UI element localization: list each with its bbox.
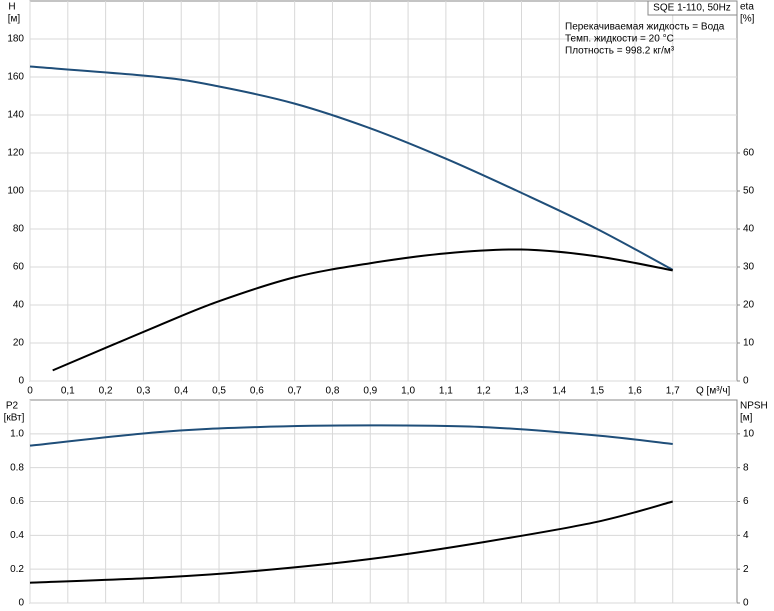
y2-tick-label: 6 [743, 496, 749, 507]
y-tick-label: 0 [18, 598, 24, 609]
x-tick-label: 0,8 [326, 386, 340, 397]
y-tick-label: 0.6 [10, 496, 24, 507]
y-tick-label: 0.4 [10, 530, 24, 541]
curve [29, 500, 673, 584]
y2-tick-label: 0 [743, 376, 749, 387]
x-tick-label: 1,3 [515, 386, 529, 397]
y2-tick-label: 50 [743, 186, 755, 197]
y2-tick-label: 60 [743, 148, 755, 159]
y2-tick-label: 30 [743, 262, 755, 273]
annotation: Плотность = 998.2 кг/м³ [565, 46, 675, 57]
y-tick-label: 140 [7, 110, 24, 121]
y-tick-label: 20 [13, 338, 25, 349]
x-axis-label: Q [м³/ч] [696, 386, 731, 397]
x-tick-label: 1,5 [590, 386, 604, 397]
y-axis-label: P2 [6, 401, 19, 412]
y2-axis-label: eta [740, 2, 754, 13]
title-box [647, 0, 738, 16]
curve [52, 248, 673, 372]
curve [29, 424, 673, 447]
x-tick-label: 1,4 [552, 386, 566, 397]
y-tick-label: 0.8 [10, 462, 24, 473]
y-tick-label: 0 [18, 376, 24, 387]
x-tick-label: 0,4 [174, 386, 188, 397]
x-tick-label: 0,2 [99, 386, 113, 397]
y-tick-label: 100 [7, 186, 24, 197]
y2-tick-label: 10 [743, 338, 755, 349]
y2-tick-label: 8 [743, 462, 749, 473]
x-tick-label: 1,2 [477, 386, 491, 397]
y2-tick-label: 0 [743, 598, 749, 609]
x-tick-label: 1,1 [439, 386, 453, 397]
y-tick-label: 120 [7, 148, 24, 159]
x-tick-label: 0,1 [61, 386, 75, 397]
y2-tick-label: 20 [743, 300, 755, 311]
y-axis-unit: [м] [8, 14, 21, 25]
y-tick-label: 40 [13, 300, 25, 311]
y2-tick-label: 10 [743, 428, 755, 439]
y2-axis-label: NPSH [740, 401, 768, 412]
y2-tick-label: 4 [743, 530, 749, 541]
y2-tick-label: 40 [743, 224, 755, 235]
y-axis-unit: [кВт] [4, 413, 25, 424]
y-tick-label: 60 [13, 262, 25, 273]
y-tick-label: 0.2 [10, 564, 24, 575]
y-axis-label: H [8, 2, 15, 13]
y-tick-label: 180 [7, 34, 24, 45]
y-tick-label: 80 [13, 224, 25, 235]
x-tick-label: 0,5 [212, 386, 226, 397]
y2-axis-unit: [%] [740, 14, 755, 25]
annotation: Темп. жидкости = 20 °C [565, 34, 674, 45]
x-tick-label: 1,6 [628, 386, 642, 397]
x-tick-label: 0 [27, 386, 33, 397]
y-tick-label: 1.0 [10, 428, 24, 439]
x-tick-label: 0,6 [250, 386, 264, 397]
x-tick-label: 0,3 [136, 386, 150, 397]
chart-title: SQE 1-110, 50Hz [653, 3, 731, 14]
y-tick-label: 160 [7, 72, 24, 83]
y2-axis-unit: [м] [740, 413, 753, 424]
x-tick-label: 1,7 [666, 386, 680, 397]
curve [29, 65, 674, 271]
annotation: Перекачиваемая жидкость = Вода [565, 22, 725, 33]
x-label-bg [693, 384, 737, 398]
y2-tick-label: 2 [743, 564, 749, 575]
x-tick-label: 0,9 [363, 386, 377, 397]
x-tick-label: 1,0 [401, 386, 415, 397]
x-tick-label: 0,7 [288, 386, 302, 397]
